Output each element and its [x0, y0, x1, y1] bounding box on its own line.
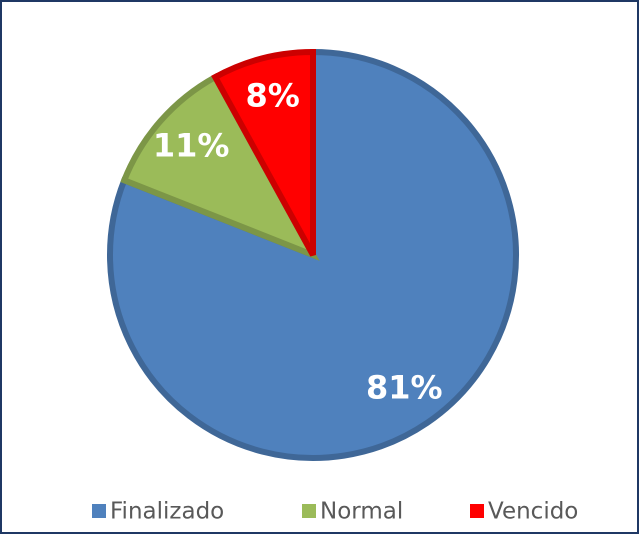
pie-slice: [211, 48, 316, 257]
pie: 81% 11% 8%: [107, 48, 519, 461]
legend-label: Finalizado: [110, 499, 224, 525]
legend-swatch: [92, 504, 106, 518]
legend: Finalizado Normal Vencido: [92, 499, 578, 525]
legend-label: Vencido: [488, 499, 578, 525]
data-label: 81%: [366, 368, 443, 406]
data-label: 11%: [153, 127, 230, 165]
legend-label: Normal: [320, 499, 403, 525]
pie-slice: [120, 73, 320, 261]
legend-swatch: [470, 504, 484, 518]
data-label: 8%: [245, 77, 299, 115]
legend-swatch: [302, 504, 316, 518]
